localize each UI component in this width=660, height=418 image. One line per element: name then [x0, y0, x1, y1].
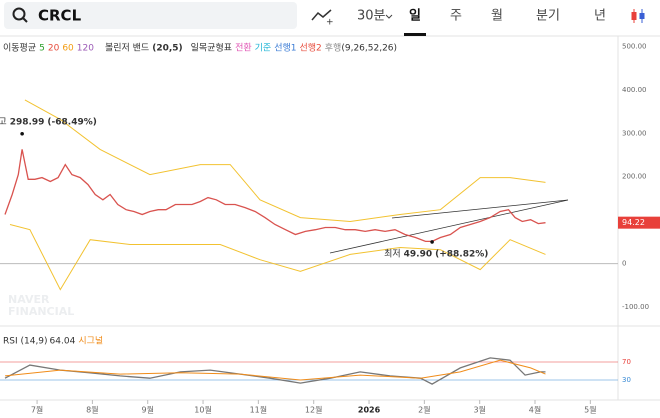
- symbol: CRCL: [38, 7, 82, 25]
- legend-params: (9,26,52,26): [341, 44, 397, 54]
- tab[interactable]: 년: [594, 9, 606, 24]
- plus-icon: +: [326, 18, 334, 28]
- legend-label: 이동평균: [3, 43, 36, 54]
- series-line: [4, 149, 546, 243]
- rsi-value: 64.04: [50, 337, 76, 347]
- x-tick-label: 10월: [194, 405, 212, 415]
- x-tick-label: 12월: [305, 405, 323, 415]
- annotation-change: (-68.49%): [47, 117, 96, 127]
- annotation-point: [430, 240, 434, 244]
- legend-period: 120: [77, 44, 94, 54]
- legend-line: 전환: [235, 42, 252, 54]
- legend-period: 5: [39, 44, 45, 54]
- legend-line: 후행: [325, 42, 342, 54]
- tab[interactable]: 주: [450, 9, 462, 24]
- legend-period: 60: [62, 44, 74, 54]
- current-price: 94.22: [622, 218, 645, 227]
- x-tick-label: 4월: [529, 405, 541, 415]
- x-tick-label: 2026: [358, 406, 381, 415]
- legend-line: 기준: [255, 43, 272, 54]
- tab-underline: [404, 33, 426, 36]
- trend-line: [391, 199, 569, 219]
- search-icon: [22, 17, 28, 23]
- signal-label: 시그널: [78, 336, 103, 347]
- series-line: [4, 357, 546, 385]
- chevron: [385, 14, 393, 19]
- y-tick-label: -100.00: [622, 303, 649, 311]
- x-tick-label: 2월: [418, 405, 430, 415]
- interval[interactable]: 30분: [357, 9, 386, 24]
- rsi-title: RSI (14,9): [3, 337, 48, 347]
- y-tick-label: 300.00: [622, 129, 647, 137]
- y-tick-label: 30: [622, 376, 631, 384]
- annotation-change: (+88.82%): [435, 249, 488, 259]
- x-tick-label: 9월: [141, 405, 153, 415]
- annotation-point: [20, 131, 24, 136]
- series-line: [4, 359, 546, 381]
- search-box[interactable]: [4, 2, 297, 29]
- legend-line: 선행2: [299, 42, 321, 54]
- x-tick-label: 7월: [31, 405, 43, 415]
- watermark: NAVER: [8, 293, 50, 306]
- x-tick-label: 3월: [473, 405, 485, 415]
- icon-part: [639, 13, 645, 19]
- tab[interactable]: 일: [409, 9, 421, 24]
- y-tick-label: 0: [622, 260, 626, 268]
- legend-params: (20,5): [152, 44, 182, 54]
- current-price-box: [618, 216, 660, 229]
- annotation-value: 298.99: [10, 117, 45, 127]
- y-tick-label: 200.00: [622, 173, 647, 181]
- y-tick-label: 70: [622, 358, 631, 366]
- legend-line: 선행1: [274, 42, 296, 54]
- series-line: [24, 99, 546, 223]
- x-tick-label: 8월: [86, 405, 98, 415]
- legend-period: 20: [48, 44, 60, 54]
- series-line: [9, 224, 546, 291]
- annotation-label: 최저: [384, 248, 401, 259]
- annotation-value: 49.90: [404, 249, 432, 259]
- icon-part: [631, 12, 637, 20]
- y-tick-label: 400.00: [622, 86, 647, 94]
- trend-line: [329, 199, 569, 254]
- candle-icon[interactable]: [631, 9, 645, 23]
- y-tick-label: 500.00: [622, 43, 647, 51]
- annotation-label: 최고: [0, 116, 7, 127]
- tab[interactable]: 월: [491, 9, 503, 24]
- watermark: FINANCIAL: [8, 305, 74, 318]
- legend-label: 일목균형표: [191, 43, 232, 54]
- x-tick-label: 11월: [250, 405, 268, 415]
- legend-label: 볼린저 밴드: [105, 43, 149, 54]
- x-tick-label: 5월: [584, 405, 596, 415]
- search-icon: [12, 7, 26, 21]
- drawing-tool[interactable]: [311, 9, 332, 21]
- tab[interactable]: 분기: [536, 9, 560, 24]
